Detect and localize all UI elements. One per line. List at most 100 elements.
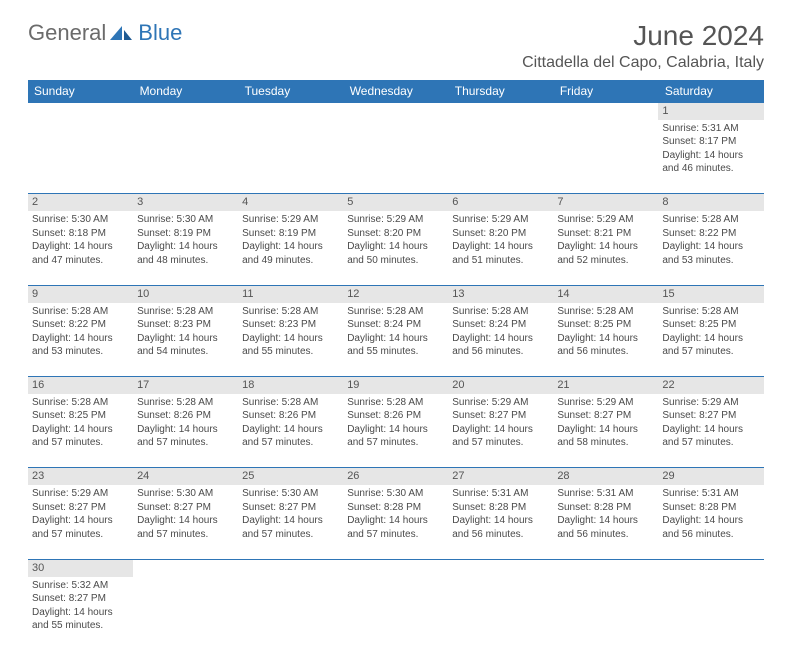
day-cell: Sunrise: 5:30 AMSunset: 8:19 PMDaylight:… xyxy=(133,211,238,285)
day-number: 4 xyxy=(238,194,343,211)
content-row: Sunrise: 5:31 AMSunset: 8:17 PMDaylight:… xyxy=(28,120,764,194)
daylight-text: Daylight: 14 hours and 57 minutes. xyxy=(347,514,444,541)
sunset-text: Sunset: 8:22 PM xyxy=(662,227,759,241)
sunset-text: Sunset: 8:17 PM xyxy=(662,135,759,149)
day-cell: Sunrise: 5:28 AMSunset: 8:24 PMDaylight:… xyxy=(343,303,448,377)
day-number: 20 xyxy=(448,377,553,394)
sunset-text: Sunset: 8:25 PM xyxy=(32,409,129,423)
day-cell xyxy=(238,120,343,194)
sunrise-text: Sunrise: 5:31 AM xyxy=(557,487,654,501)
day-cell: Sunrise: 5:29 AMSunset: 8:27 PMDaylight:… xyxy=(658,394,763,468)
daylight-text: Daylight: 14 hours and 56 minutes. xyxy=(662,514,759,541)
day-cell xyxy=(28,120,133,194)
daylight-text: Daylight: 14 hours and 57 minutes. xyxy=(137,514,234,541)
weekday-header: Wednesday xyxy=(343,80,448,103)
day-number xyxy=(658,559,763,576)
sunrise-text: Sunrise: 5:28 AM xyxy=(242,396,339,410)
day-number: 3 xyxy=(133,194,238,211)
sunset-text: Sunset: 8:28 PM xyxy=(347,501,444,515)
sunrise-text: Sunrise: 5:29 AM xyxy=(452,396,549,410)
daylight-text: Daylight: 14 hours and 57 minutes. xyxy=(242,514,339,541)
daylight-text: Daylight: 14 hours and 57 minutes. xyxy=(242,423,339,450)
daylight-text: Daylight: 14 hours and 57 minutes. xyxy=(662,423,759,450)
daylight-text: Daylight: 14 hours and 49 minutes. xyxy=(242,240,339,267)
day-number xyxy=(343,559,448,576)
sunset-text: Sunset: 8:18 PM xyxy=(32,227,129,241)
day-cell xyxy=(238,577,343,651)
daylight-text: Daylight: 14 hours and 46 minutes. xyxy=(662,149,759,176)
day-cell: Sunrise: 5:28 AMSunset: 8:26 PMDaylight:… xyxy=(133,394,238,468)
sunrise-text: Sunrise: 5:29 AM xyxy=(32,487,129,501)
day-number xyxy=(448,103,553,120)
day-cell: Sunrise: 5:29 AMSunset: 8:27 PMDaylight:… xyxy=(448,394,553,468)
daynum-row: 23242526272829 xyxy=(28,468,764,485)
day-number: 6 xyxy=(448,194,553,211)
sunrise-text: Sunrise: 5:29 AM xyxy=(242,213,339,227)
sail-icon xyxy=(108,24,136,42)
sunset-text: Sunset: 8:27 PM xyxy=(662,409,759,423)
day-cell xyxy=(343,120,448,194)
daylight-text: Daylight: 14 hours and 57 minutes. xyxy=(137,423,234,450)
day-number: 1 xyxy=(658,103,763,120)
day-number: 23 xyxy=(28,468,133,485)
day-cell: Sunrise: 5:28 AMSunset: 8:26 PMDaylight:… xyxy=(343,394,448,468)
day-cell: Sunrise: 5:29 AMSunset: 8:20 PMDaylight:… xyxy=(343,211,448,285)
day-number: 18 xyxy=(238,377,343,394)
content-row: Sunrise: 5:32 AMSunset: 8:27 PMDaylight:… xyxy=(28,577,764,651)
day-number: 22 xyxy=(658,377,763,394)
day-number: 7 xyxy=(553,194,658,211)
day-number xyxy=(238,559,343,576)
content-row: Sunrise: 5:30 AMSunset: 8:18 PMDaylight:… xyxy=(28,211,764,285)
sunrise-text: Sunrise: 5:28 AM xyxy=(662,213,759,227)
content-row: Sunrise: 5:29 AMSunset: 8:27 PMDaylight:… xyxy=(28,485,764,559)
sunrise-text: Sunrise: 5:28 AM xyxy=(557,305,654,319)
sunset-text: Sunset: 8:25 PM xyxy=(662,318,759,332)
sunset-text: Sunset: 8:22 PM xyxy=(32,318,129,332)
day-number: 14 xyxy=(553,285,658,302)
daylight-text: Daylight: 14 hours and 57 minutes. xyxy=(347,423,444,450)
day-cell: Sunrise: 5:28 AMSunset: 8:22 PMDaylight:… xyxy=(658,211,763,285)
day-number xyxy=(448,559,553,576)
daylight-text: Daylight: 14 hours and 55 minutes. xyxy=(347,332,444,359)
day-cell: Sunrise: 5:31 AMSunset: 8:28 PMDaylight:… xyxy=(448,485,553,559)
day-cell: Sunrise: 5:30 AMSunset: 8:28 PMDaylight:… xyxy=(343,485,448,559)
daylight-text: Daylight: 14 hours and 56 minutes. xyxy=(452,332,549,359)
day-number xyxy=(553,103,658,120)
weekday-header-row: SundayMondayTuesdayWednesdayThursdayFrid… xyxy=(28,80,764,103)
sunset-text: Sunset: 8:27 PM xyxy=(452,409,549,423)
day-number: 17 xyxy=(133,377,238,394)
logo: General Blue xyxy=(28,20,182,46)
daylight-text: Daylight: 14 hours and 57 minutes. xyxy=(662,332,759,359)
sunset-text: Sunset: 8:27 PM xyxy=(242,501,339,515)
sunset-text: Sunset: 8:24 PM xyxy=(452,318,549,332)
daylight-text: Daylight: 14 hours and 55 minutes. xyxy=(32,606,129,633)
day-cell: Sunrise: 5:28 AMSunset: 8:25 PMDaylight:… xyxy=(553,303,658,377)
day-number: 26 xyxy=(343,468,448,485)
daynum-row: 30 xyxy=(28,559,764,576)
daylight-text: Daylight: 14 hours and 56 minutes. xyxy=(557,514,654,541)
daylight-text: Daylight: 14 hours and 51 minutes. xyxy=(452,240,549,267)
day-number: 10 xyxy=(133,285,238,302)
sunset-text: Sunset: 8:21 PM xyxy=(557,227,654,241)
sunrise-text: Sunrise: 5:29 AM xyxy=(662,396,759,410)
weekday-header: Friday xyxy=(553,80,658,103)
sunrise-text: Sunrise: 5:30 AM xyxy=(137,487,234,501)
day-number: 30 xyxy=(28,559,133,576)
day-number: 21 xyxy=(553,377,658,394)
sunrise-text: Sunrise: 5:32 AM xyxy=(32,579,129,593)
day-cell xyxy=(133,120,238,194)
sunset-text: Sunset: 8:26 PM xyxy=(242,409,339,423)
day-number: 8 xyxy=(658,194,763,211)
daylight-text: Daylight: 14 hours and 47 minutes. xyxy=(32,240,129,267)
day-number: 11 xyxy=(238,285,343,302)
sunset-text: Sunset: 8:27 PM xyxy=(557,409,654,423)
daylight-text: Daylight: 14 hours and 53 minutes. xyxy=(662,240,759,267)
day-number: 9 xyxy=(28,285,133,302)
day-number xyxy=(238,103,343,120)
day-number xyxy=(553,559,658,576)
daynum-row: 9101112131415 xyxy=(28,285,764,302)
daynum-row: 16171819202122 xyxy=(28,377,764,394)
day-cell: Sunrise: 5:30 AMSunset: 8:27 PMDaylight:… xyxy=(238,485,343,559)
sunrise-text: Sunrise: 5:28 AM xyxy=(452,305,549,319)
daylight-text: Daylight: 14 hours and 53 minutes. xyxy=(32,332,129,359)
